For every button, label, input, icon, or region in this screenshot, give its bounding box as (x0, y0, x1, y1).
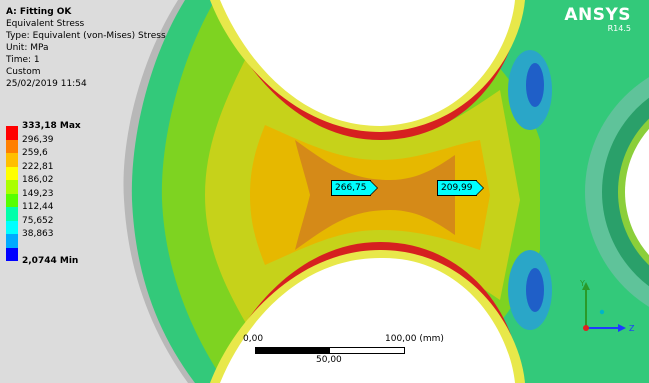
result-type: Type: Equivalent (von-Mises) Stress (6, 31, 166, 41)
scale-bar: 0,00 100,00 (mm) 50,00 (243, 334, 444, 374)
result-name: Equivalent Stress (6, 19, 85, 29)
legend-level-label: 259,6 (22, 148, 48, 158)
z-axis-label: Z (629, 324, 635, 333)
legend-level-label: 112,44 (22, 202, 54, 212)
result-time: Time: 1 (6, 55, 40, 65)
legend-swatch (6, 126, 18, 140)
legend-level-label: 186,02 (22, 175, 54, 185)
legend-swatch (6, 234, 18, 248)
result-custom: Custom (6, 67, 41, 77)
z-axis-arrow (618, 324, 626, 332)
y-axis-arrow (582, 282, 590, 290)
y-axis-label: Y (579, 279, 585, 288)
legend-swatch (6, 193, 18, 207)
x-axis-dot (583, 325, 589, 331)
triad-center-dot (599, 309, 605, 315)
axis-triad[interactable]: Y Z (572, 276, 638, 336)
ansys-brand: ANSYS R14.5 (564, 6, 631, 34)
scale-ruler-fill (256, 348, 330, 353)
legend-swatch (6, 207, 18, 221)
scale-start-label: 0,00 (243, 334, 264, 344)
scale-end-label: 100,00 (mm) (385, 334, 444, 344)
legend-min-label: 2,0744 Min (22, 256, 79, 266)
scale-mid-label: 50,00 (316, 355, 342, 365)
probe-value: 209,99 (441, 183, 473, 193)
legend-swatch (6, 180, 18, 194)
legend-swatch (6, 220, 18, 234)
brand-name: ANSYS (564, 5, 631, 25)
probe-value: 266,75 (335, 183, 367, 193)
probe-label[interactable]: 209,99 (437, 180, 483, 196)
legend-level-label: 75,652 (22, 215, 54, 226)
analysis-title: A: Fitting OK (6, 7, 72, 17)
result-datetime: 25/02/2019 11:54 (6, 79, 87, 89)
legend-level-label: 222,81 (22, 161, 54, 172)
legend-swatch (6, 166, 18, 180)
legend-level-label: 296,39 (22, 134, 54, 145)
legend-level-label: 38,863 (22, 229, 54, 239)
result-unit: Unit: MPa (6, 43, 49, 53)
brand-version: R14.5 (607, 24, 631, 33)
legend-level-label: 149,23 (22, 188, 54, 199)
scale-ruler (255, 347, 405, 354)
probe-label[interactable]: 266,75 (331, 180, 377, 196)
legend-swatch (6, 139, 18, 153)
result-info: A: Fitting OK Equivalent Stress Type: Eq… (6, 6, 166, 90)
legend-swatch (6, 153, 18, 167)
legend-max-label: 333,18 Max (22, 121, 81, 131)
legend-swatch (6, 247, 18, 261)
